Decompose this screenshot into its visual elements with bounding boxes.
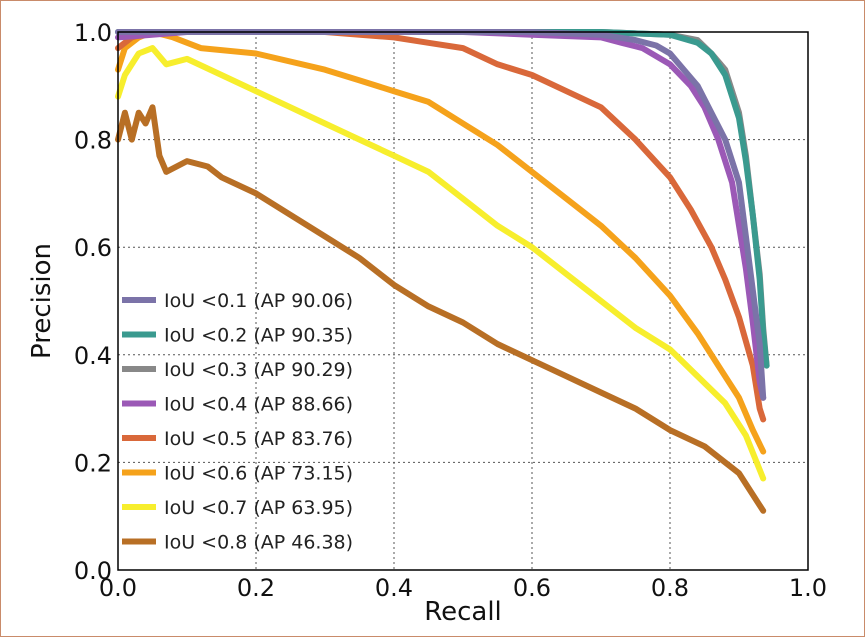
y-axis-label: Precision xyxy=(27,243,57,359)
legend: IoU <0.1 (AP 90.06) IoU <0.2 (AP 90.35) Io… xyxy=(122,290,353,554)
series-line xyxy=(115,29,767,401)
legend-entry-label: IoU <0.5 (AP 83.76) xyxy=(164,428,353,450)
legend-entry-label: IoU <0.1 (AP 90.06) xyxy=(164,290,353,312)
ticks: 0.0 0.2 0.4 0.6 0.8 1.0 0.0 0.2 0.4 0.6 0.8 1.0 xyxy=(74,19,827,602)
legend-entry-label: IoU <0.4 (AP 88.66) xyxy=(164,394,353,416)
x-tick-label: 0.0 xyxy=(99,574,137,602)
legend-entry-label: IoU <0.3 (AP 90.29) xyxy=(164,359,353,381)
series-line xyxy=(115,104,767,514)
x-tick-label: 0.8 xyxy=(651,574,689,602)
y-tick-label: 0.0 xyxy=(74,557,112,585)
y-tick-label: 0.6 xyxy=(74,234,112,262)
y-tick-label: 1.0 xyxy=(74,19,112,47)
x-tick-label: 0.4 xyxy=(375,574,413,602)
y-tick-label: 0.4 xyxy=(74,342,112,370)
x-tick-label: 1.0 xyxy=(789,574,827,602)
legend-entry-label: IoU <0.8 (AP 46.38) xyxy=(164,532,353,554)
y-tick-label: 0.2 xyxy=(74,449,112,477)
y-tick-label: 0.8 xyxy=(74,127,112,155)
plot-area-border xyxy=(117,31,809,571)
legend-entry-label: IoU <0.7 (AP 63.95) xyxy=(164,497,353,519)
x-tick-label: 0.6 xyxy=(513,574,551,602)
series-line xyxy=(115,29,767,455)
legend-entry-label: IoU <0.6 (AP 73.15) xyxy=(164,463,353,485)
series-line xyxy=(115,45,767,482)
x-tick-label: 0.2 xyxy=(237,574,275,602)
legend-entry-label: IoU <0.2 (AP 90.35) xyxy=(164,325,353,347)
x-axis-label: Recall xyxy=(424,597,502,627)
